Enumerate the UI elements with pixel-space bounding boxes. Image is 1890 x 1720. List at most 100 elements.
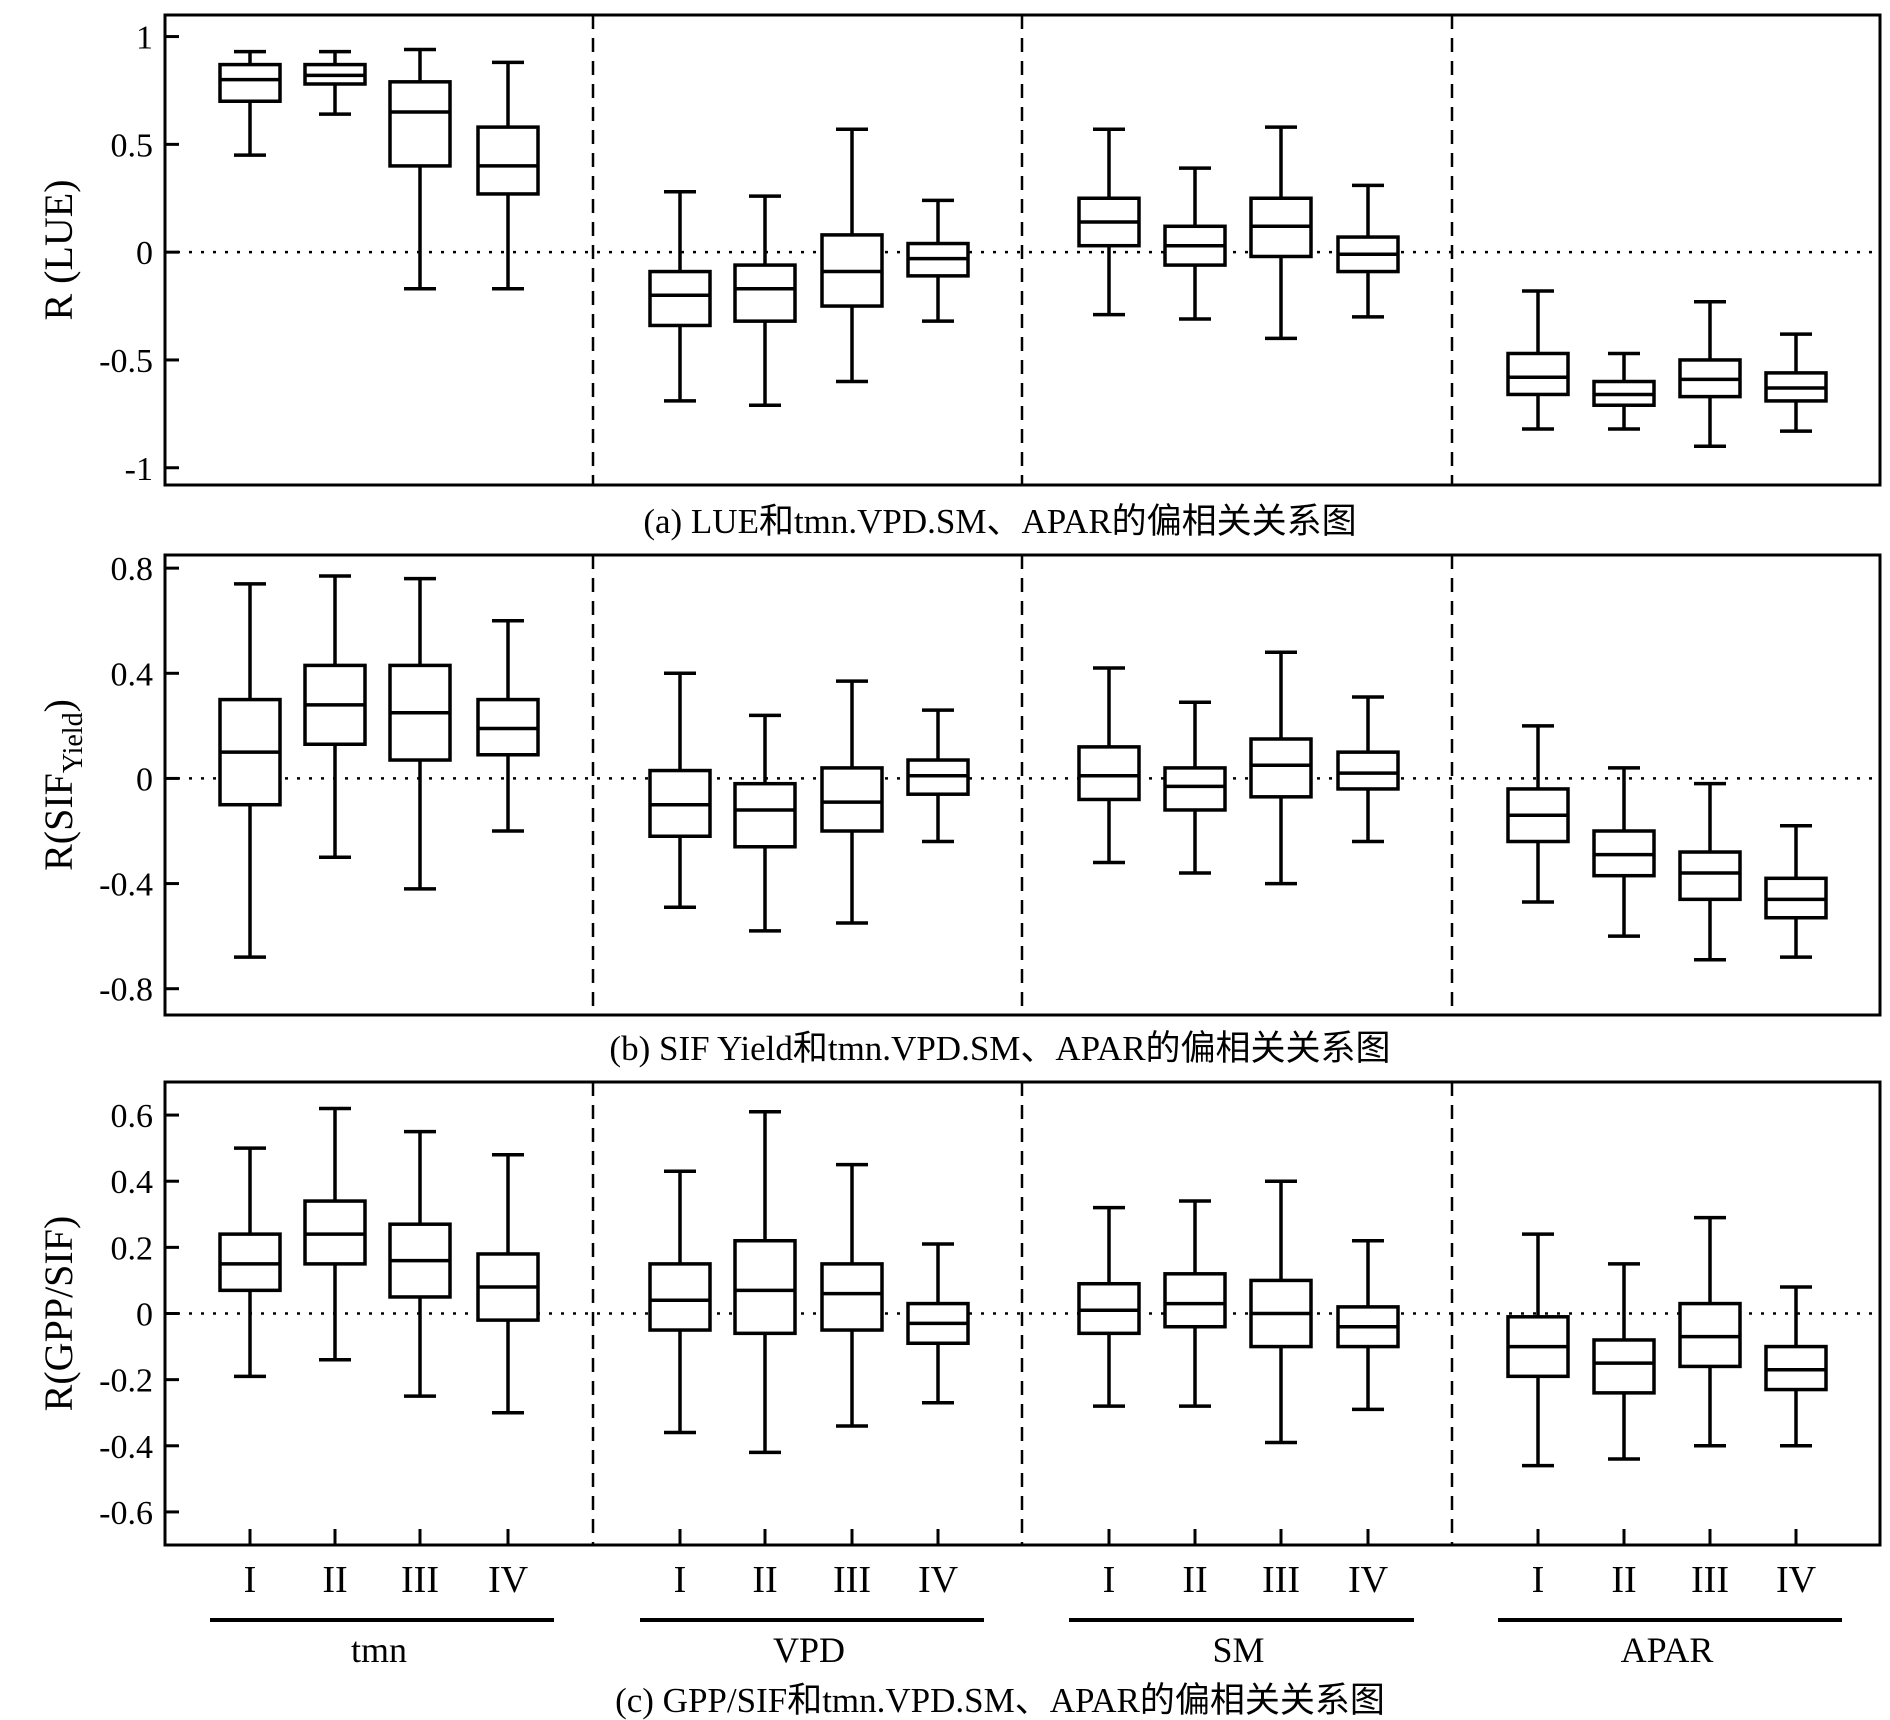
box-SM-III — [1249, 1179, 1313, 1445]
box-APAR-II — [1592, 766, 1656, 938]
iqr-box — [1336, 750, 1400, 791]
iqr-box — [733, 781, 797, 849]
x-tick-label: II — [1611, 1559, 1636, 1601]
box-tmn-III — [388, 47, 452, 291]
x-tick-label: IV — [488, 1559, 529, 1601]
box-VPD-IV — [906, 1242, 970, 1405]
box-SM-IV — [1336, 695, 1400, 844]
box-VPD-III — [820, 679, 884, 925]
x-tick-label: III — [401, 1559, 439, 1601]
iqr-box — [648, 269, 712, 328]
box-APAR-III — [1678, 781, 1742, 962]
y-tick-label: 1 — [136, 20, 153, 57]
panel-caption: (b) SIF Yield和tmn.VPD.SM、APAR的偏相关关系图 — [609, 1029, 1390, 1068]
box-APAR-IV — [1764, 823, 1828, 959]
y-tick-label: 0.4 — [111, 1164, 154, 1201]
iqr-box — [820, 1262, 884, 1332]
box-VPD-II — [733, 713, 797, 933]
iqr-box — [1592, 1338, 1656, 1395]
box-tmn-I — [218, 49, 282, 157]
y-tick-label: 0.5 — [111, 127, 154, 164]
iqr-box — [733, 1238, 797, 1336]
box-tmn-IV — [476, 618, 540, 833]
box-SM-II — [1163, 1199, 1227, 1408]
iqr-box — [1506, 351, 1570, 397]
panel-caption: (a) LUE和tmn.VPD.SM、APAR的偏相关关系图 — [643, 502, 1356, 541]
box-VPD-II — [733, 194, 797, 407]
y-tick-label: -1 — [125, 451, 153, 488]
y-tick-label: 0.6 — [111, 1098, 154, 1135]
box-tmn-II — [303, 49, 367, 116]
box-SM-III — [1249, 650, 1313, 886]
y-tick-label: -0.8 — [99, 972, 153, 1009]
x-tick-label: II — [322, 1559, 347, 1601]
box-APAR-IV — [1764, 1285, 1828, 1448]
box-tmn-III — [388, 576, 452, 891]
x-tick-label: I — [1532, 1559, 1545, 1601]
box-APAR-II — [1592, 351, 1656, 431]
x-tick-label: I — [244, 1559, 257, 1601]
iqr-box — [820, 766, 884, 833]
box-tmn-I — [218, 582, 282, 959]
group-label: APAR — [1621, 1630, 1714, 1670]
y-tick-label: 0.8 — [111, 551, 154, 588]
box-VPD-I — [648, 671, 712, 909]
iqr-box — [476, 125, 540, 196]
box-SM-IV — [1336, 183, 1400, 319]
x-tick-label: III — [1691, 1559, 1729, 1601]
box-SM-I — [1077, 666, 1141, 865]
box-VPD-I — [648, 1169, 712, 1435]
box-tmn-IV — [476, 1153, 540, 1415]
box-VPD-I — [648, 190, 712, 403]
group-label: VPD — [773, 1630, 845, 1670]
box-APAR-I — [1506, 1232, 1570, 1468]
panel-3: 0.6 0.4 0.2 0 -0.2 -0.4 -0.6 R(GPP/SIF) (c) GPP/… — [36, 1080, 1882, 1720]
y-tick-label: 0.2 — [111, 1230, 154, 1267]
box-VPD-III — [820, 127, 884, 384]
x-tick-label: II — [1182, 1559, 1207, 1601]
y-tick-label: 0 — [136, 761, 153, 798]
box-VPD-II — [733, 1110, 797, 1455]
box-VPD-III — [820, 1162, 884, 1428]
x-tick-label: IV — [1348, 1559, 1389, 1601]
y-tick-label: -0.4 — [99, 1429, 153, 1466]
y-axis-label: R (LUE) — [36, 179, 81, 320]
panel-1: 1 0.5 0 -0.5 -1 R (LUE) (a) LUE和tmn.VPD.SM、APA… — [36, 13, 1882, 541]
box-APAR-III — [1678, 299, 1742, 448]
y-axis-label: R(GPP/SIF) — [36, 1216, 81, 1412]
group-label: SM — [1212, 1630, 1264, 1670]
box-APAR-III — [1678, 1215, 1742, 1448]
x-tick-label: III — [1262, 1559, 1300, 1601]
y-tick-label: -0.2 — [99, 1363, 153, 1400]
iqr-box — [648, 1262, 712, 1332]
box-SM-I — [1077, 1205, 1141, 1408]
x-tick-label: IV — [1776, 1559, 1817, 1601]
iqr-box — [1678, 850, 1742, 902]
y-axis-label: R(SIFYield) — [36, 699, 89, 871]
box-SM-III — [1249, 125, 1313, 341]
box-tmn-I — [218, 1146, 282, 1379]
box-tmn-IV — [476, 60, 540, 291]
y-tick-label: 0 — [136, 235, 153, 272]
y-tick-label: 0 — [136, 1297, 153, 1334]
y-tick-label: -0.4 — [99, 867, 153, 904]
box-tmn-III — [388, 1129, 452, 1398]
y-tick-label: -0.5 — [99, 343, 153, 380]
x-tick-label: II — [752, 1559, 777, 1601]
x-tick-label: I — [674, 1559, 687, 1601]
iqr-box — [1163, 1272, 1227, 1329]
x-tick-label: I — [1103, 1559, 1116, 1601]
box-APAR-IV — [1764, 332, 1828, 433]
box-VPD-IV — [906, 198, 970, 323]
panel-2: 0.8 0.4 0 -0.4 -0.8 R(SIFYield) (b) SIF Yield和… — [36, 551, 1882, 1068]
box-APAR-I — [1506, 724, 1570, 904]
iqr-box — [388, 80, 452, 168]
box-APAR-II — [1592, 1262, 1656, 1461]
iqr-box — [1077, 745, 1141, 802]
y-tick-label: 0.4 — [111, 656, 154, 693]
iqr-box — [218, 62, 282, 103]
iqr-box — [1163, 766, 1227, 812]
y-tick-label: -0.6 — [99, 1495, 153, 1532]
